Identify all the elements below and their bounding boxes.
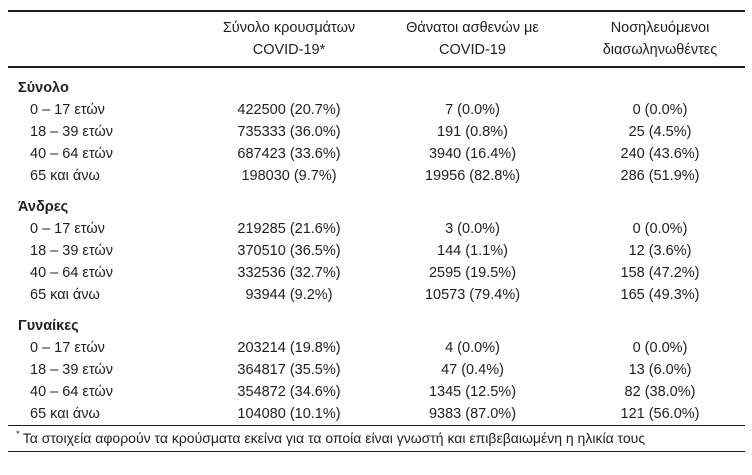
cases-cell: 370510 (36.5%)	[237, 243, 341, 259]
col-header-deaths-line2: COVID-19	[439, 42, 506, 58]
col-header-empty	[8, 11, 208, 68]
intubated-cell: 286 (51.9%)	[620, 168, 700, 184]
deaths-cell: 7 (0.0%)	[445, 102, 500, 118]
age-group-label: 65 και άνω	[30, 406, 100, 422]
deaths-cell: 191 (0.8%)	[437, 124, 508, 140]
table-row: 65 και άνω 104080 (10.1%) 9383 (87.0%) 1…	[8, 403, 745, 425]
intubated-cell: 12 (3.6%)	[628, 243, 692, 259]
intubated-cell: 82 (38.0%)	[624, 384, 696, 400]
cases-cell: 93944 (9.2%)	[245, 287, 333, 303]
col-header-cases: Σύνολο κρουσμάτων COVID-19*	[208, 11, 370, 68]
deaths-cell: 19956 (82.8%)	[424, 168, 521, 184]
cases-cell: 422500 (20.7%)	[237, 102, 341, 118]
cases-cell: 203214 (19.8%)	[237, 340, 341, 356]
age-group-label: 40 – 64 ετών	[30, 146, 113, 162]
header-row: Σύνολο κρουσμάτων COVID-19* Θάνατοι ασθε…	[8, 11, 745, 68]
covid-age-table: Σύνολο κρουσμάτων COVID-19* Θάνατοι ασθε…	[8, 10, 745, 425]
intubated-cell: 165 (49.3%)	[620, 287, 700, 303]
age-group-label: 18 – 39 ετών	[30, 243, 113, 259]
deaths-cell: 2595 (19.5%)	[428, 265, 517, 281]
deaths-cell: 3940 (16.4%)	[428, 146, 517, 162]
footnote-asterisk: *	[16, 429, 20, 441]
deaths-cell: 144 (1.1%)	[437, 243, 508, 259]
intubated-cell: 158 (47.2%)	[620, 265, 700, 281]
table-body: Σύνολο 0 – 17 ετών 422500 (20.7%) 7 (0.0…	[8, 67, 745, 425]
table-row: 65 και άνω 198030 (9.7%) 19956 (82.8%) 2…	[8, 165, 745, 187]
table-row: 18 – 39 ετών 370510 (36.5%) 144 (1.1%) 1…	[8, 240, 745, 262]
section-label: Γυναίκες	[18, 318, 79, 334]
age-group-label: 40 – 64 ετών	[30, 384, 113, 400]
covid-stats-page: Σύνολο κρουσμάτων COVID-19* Θάνατοι ασθε…	[0, 10, 752, 475]
section-header-men: Άνδρες	[8, 187, 745, 218]
table-header: Σύνολο κρουσμάτων COVID-19* Θάνατοι ασθε…	[8, 11, 745, 68]
section-label: Άνδρες	[18, 199, 69, 215]
col-header-deaths-line1: Θάνατοι ασθενών με	[406, 20, 539, 36]
table-row: 0 – 17 ετών 203214 (19.8%) 4 (0.0%) 0 (0…	[8, 337, 745, 359]
age-group-label: 0 – 17 ετών	[30, 102, 105, 118]
table-row: 0 – 17 ετών 422500 (20.7%) 7 (0.0%) 0 (0…	[8, 99, 745, 121]
deaths-cell: 1345 (12.5%)	[428, 384, 517, 400]
table-row: 18 – 39 ετών 364817 (35.5%) 47 (0.4%) 13…	[8, 359, 745, 381]
intubated-cell: 13 (6.0%)	[628, 362, 692, 378]
age-group-label: 40 – 64 ετών	[30, 265, 113, 281]
cases-cell: 687423 (33.6%)	[237, 146, 341, 162]
age-group-label: 18 – 39 ετών	[30, 362, 113, 378]
section-header-women: Γυναίκες	[8, 306, 745, 337]
cases-cell: 104080 (10.1%)	[237, 406, 341, 422]
table-row: 18 – 39 ετών 735333 (36.0%) 191 (0.8%) 2…	[8, 121, 745, 143]
cases-cell: 219285 (21.6%)	[237, 221, 341, 237]
col-header-cases-line2: COVID-19*	[252, 42, 326, 58]
table-row: 40 – 64 ετών 687423 (33.6%) 3940 (16.4%)…	[8, 143, 745, 165]
cases-cell: 364817 (35.5%)	[237, 362, 341, 378]
section-header-total: Σύνολο	[8, 67, 745, 99]
age-group-label: 65 και άνω	[30, 168, 100, 184]
intubated-cell: 240 (43.6%)	[620, 146, 700, 162]
intubated-cell: 121 (56.0%)	[620, 406, 700, 422]
age-group-label: 65 και άνω	[30, 287, 100, 303]
col-header-intubated: Νοσηλευόμενοι διασωληνωθέντες	[575, 11, 745, 68]
col-header-deaths: Θάνατοι ασθενών με COVID-19	[370, 11, 575, 68]
intubated-cell: 0 (0.0%)	[632, 221, 688, 237]
intubated-cell: 0 (0.0%)	[632, 340, 688, 356]
col-header-intubated-line1: Νοσηλευόμενοι	[610, 20, 710, 36]
cases-cell: 198030 (9.7%)	[241, 168, 337, 184]
cases-cell: 354872 (34.6%)	[237, 384, 341, 400]
table-row: 65 και άνω 93944 (9.2%) 10573 (79.4%) 16…	[8, 284, 745, 306]
age-group-label: 18 – 39 ετών	[30, 124, 113, 140]
age-group-label: 0 – 17 ετών	[30, 340, 105, 356]
table-row: 40 – 64 ετών 332536 (32.7%) 2595 (19.5%)…	[8, 262, 745, 284]
footnote: * Τα στοιχεία αφορούν τα κρούσματα εκείνα…	[8, 425, 745, 452]
col-header-cases-line1: Σύνολο κρουσμάτων	[222, 20, 356, 36]
table-row: 40 – 64 ετών 354872 (34.6%) 1345 (12.5%)…	[8, 381, 745, 403]
cases-cell: 735333 (36.0%)	[237, 124, 341, 140]
deaths-cell: 9383 (87.0%)	[428, 406, 517, 422]
table-row: 0 – 17 ετών 219285 (21.6%) 3 (0.0%) 0 (0…	[8, 218, 745, 240]
table-wrapper: Σύνολο κρουσμάτων COVID-19* Θάνατοι ασθε…	[8, 10, 745, 452]
col-header-intubated-line2: διασωληνωθέντες	[602, 42, 718, 58]
cases-cell: 332536 (32.7%)	[237, 265, 341, 281]
deaths-cell: 3 (0.0%)	[445, 221, 500, 237]
intubated-cell: 25 (4.5%)	[628, 124, 692, 140]
intubated-cell: 0 (0.0%)	[632, 102, 688, 118]
section-label: Σύνολο	[18, 80, 69, 96]
deaths-cell: 47 (0.4%)	[441, 362, 504, 378]
deaths-cell: 4 (0.0%)	[445, 340, 500, 356]
footnote-text: Τα στοιχεία αφορούν τα κρούσματα εκείνα …	[22, 430, 646, 446]
age-group-label: 0 – 17 ετών	[30, 221, 105, 237]
deaths-cell: 10573 (79.4%)	[424, 287, 521, 303]
